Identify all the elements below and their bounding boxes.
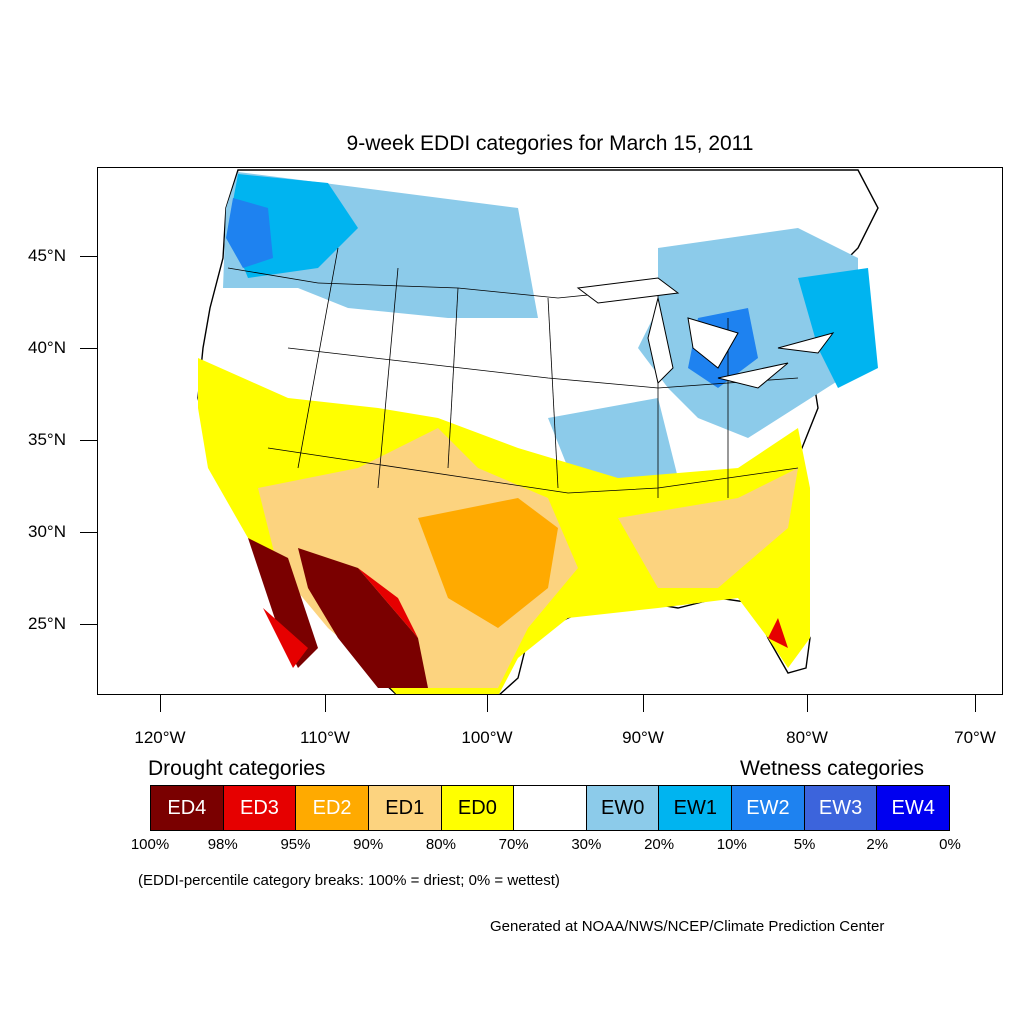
wetness-region-midwest: [548, 398, 678, 488]
credit-text: Generated at NOAA/NWS/NCEP/Climate Predi…: [490, 918, 885, 935]
lat-tick: [80, 532, 97, 533]
lon-tick: [160, 695, 161, 712]
wetness-region-northeast: [798, 268, 878, 388]
percentile-label: 98%: [207, 836, 238, 853]
percentile-label: 30%: [571, 836, 602, 853]
wetness-legend-title: Wetness categories: [740, 757, 925, 780]
legend-category-ew1: EW1: [659, 786, 733, 830]
legend-category-ew0: EW0: [586, 786, 660, 830]
legend-category-ed4: ED4: [151, 786, 224, 830]
lat-label-35: 35°N: [28, 430, 66, 449]
lon-label-90: 90°W: [622, 728, 664, 747]
drought-region-southeast: [618, 468, 798, 588]
legend-category-ew2: EW2: [732, 786, 805, 830]
legend-category-ed0: ED0: [441, 786, 515, 830]
lon-tick: [487, 695, 488, 712]
legend-category-ed1: ED1: [368, 786, 442, 830]
lon-tick: [975, 695, 976, 712]
category-breaks-note: (EDDI-percentile category breaks: 100% =…: [138, 872, 560, 889]
lon-tick: [807, 695, 808, 712]
lat-label-30: 30°N: [28, 522, 66, 541]
lon-label-100: 100°W: [461, 728, 513, 747]
percentile-label: 80%: [425, 836, 456, 853]
lat-tick: [80, 440, 97, 441]
lon-label-110: 110°W: [300, 728, 350, 747]
lon-label-70: 70°W: [954, 728, 996, 747]
percentile-label: 10%: [716, 836, 747, 853]
drought-legend-title: Drought categories: [148, 757, 326, 780]
legend-category-ew4: EW4: [877, 786, 950, 830]
map-title: 9-week EDDI categories for March 15, 201…: [346, 132, 754, 155]
lat-label-40: 40°N: [28, 338, 66, 357]
map-panel: [97, 167, 1003, 695]
great-lakes: [576, 277, 835, 389]
legend-category-neutral: [514, 786, 587, 830]
lat-tick: [80, 256, 97, 257]
percentile-label: 95%: [280, 836, 311, 853]
legend-colorbar: ED4 ED3 ED2 ED1 ED0 EW0 EW1 EW2 EW3 EW4: [150, 785, 950, 831]
percentile-label: 0%: [939, 836, 961, 853]
lon-label-120: 120°W: [134, 728, 186, 747]
legend-category-ed2: ED2: [296, 786, 369, 830]
lat-tick: [80, 624, 97, 625]
lat-tick: [80, 348, 97, 349]
percentile-label: 70%: [498, 836, 529, 853]
lon-label-80: 80°W: [786, 728, 828, 747]
percentile-label: 100%: [130, 836, 170, 853]
percentile-label: 90%: [353, 836, 384, 853]
percentile-label: 5%: [793, 836, 816, 853]
percentile-label: 2%: [866, 836, 889, 853]
lon-tick: [325, 695, 326, 712]
eddi-map: [197, 169, 879, 694]
legend-category-ew3: EW3: [804, 786, 878, 830]
drought-region-texas: [418, 498, 558, 628]
lat-label-25: 25°N: [28, 614, 66, 633]
lon-tick: [643, 695, 644, 712]
legend-category-ed3: ED3: [223, 786, 297, 830]
wetness-region-washington: [226, 198, 273, 268]
percentile-label: 20%: [644, 836, 675, 853]
lat-label-45: 45°N: [28, 246, 66, 265]
